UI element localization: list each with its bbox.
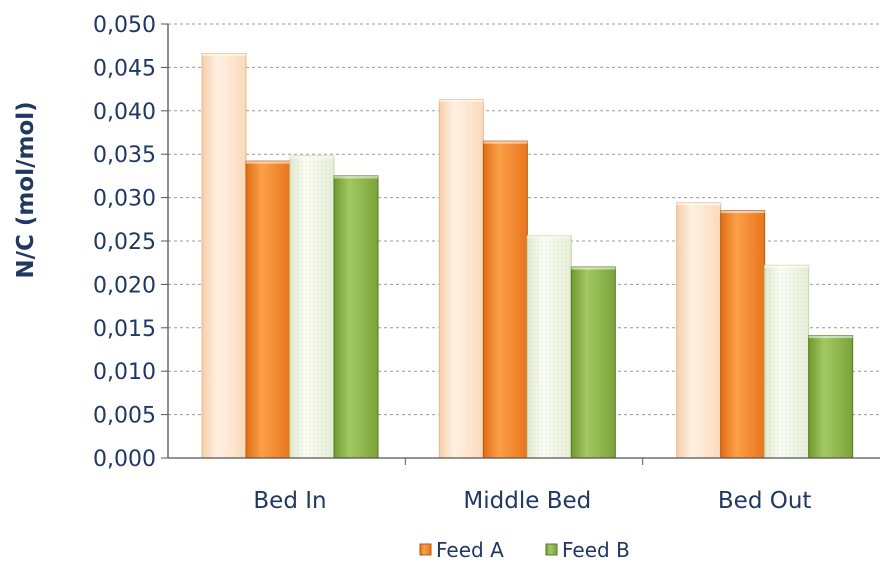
y-tick-label: 0,000 — [93, 447, 156, 472]
x-category-label: Bed Out — [718, 488, 812, 514]
bar-a-light-2 — [676, 202, 722, 459]
legend-item-feed-b: Feed B — [545, 538, 630, 562]
y-tick-label: 0,015 — [93, 317, 156, 342]
bar-top-highlight — [676, 202, 721, 206]
bar-texture — [764, 265, 809, 458]
bar-b-dark-1 — [570, 266, 616, 459]
bar-a-dark-1 — [482, 140, 528, 459]
y-tick-label: 0,040 — [93, 100, 156, 125]
axes — [167, 24, 880, 465]
legend-label-feed-a: Feed A — [436, 538, 504, 562]
y-tick-label: 0,035 — [93, 143, 156, 168]
bar-top-highlight — [483, 141, 528, 144]
bar-top-highlight — [202, 53, 246, 57]
y-tick-label: 0,010 — [93, 360, 156, 385]
bar-top-highlight — [246, 161, 290, 164]
bar-top-highlight — [290, 155, 334, 159]
y-tick-label: 0,020 — [93, 273, 156, 298]
bar-b-dark-0 — [333, 175, 379, 459]
bar-texture — [527, 235, 572, 458]
y-tick-label: 0,025 — [93, 230, 156, 255]
bar-top-highlight — [808, 335, 853, 339]
bar-top-highlight — [527, 235, 572, 239]
y-tick-label: 0,050 — [93, 13, 156, 38]
x-category-label: Bed In — [253, 488, 326, 514]
x-axis-labels: Bed In Middle Bed Bed Out — [253, 488, 811, 514]
y-axis-title: N/C (mol/mol) — [13, 101, 39, 278]
y-axis-ticks: 0,000 0,005 0,010 0,015 0,020 0,025 0,030 0,035… — [93, 13, 168, 472]
y-tick-label: 0,005 — [93, 404, 156, 429]
y-tick-label: 0,045 — [93, 56, 156, 81]
bar-top-highlight — [764, 265, 809, 268]
bar-b-dark-2 — [808, 335, 854, 459]
bar-top-highlight — [720, 210, 765, 214]
legend: Feed A Feed B — [419, 538, 630, 562]
bar-a-light-1 — [438, 99, 484, 459]
bar-top-highlight — [334, 175, 378, 179]
bar-a-dark-0 — [245, 160, 291, 459]
legend-swatch-feed-b — [545, 543, 558, 556]
bar-a-light-0 — [201, 53, 247, 459]
bar-top-highlight — [439, 99, 484, 103]
bar-texture — [290, 155, 334, 458]
bar-top-highlight — [571, 267, 616, 270]
legend-label-feed-b: Feed B — [562, 538, 630, 562]
y-tick-label: 0,030 — [93, 187, 156, 212]
bar-series — [201, 53, 854, 459]
bar-a-dark-2 — [720, 210, 766, 459]
x-category-label: Middle Bed — [463, 488, 591, 514]
legend-swatch-feed-a — [419, 543, 432, 556]
legend-item-feed-a: Feed A — [419, 538, 504, 562]
